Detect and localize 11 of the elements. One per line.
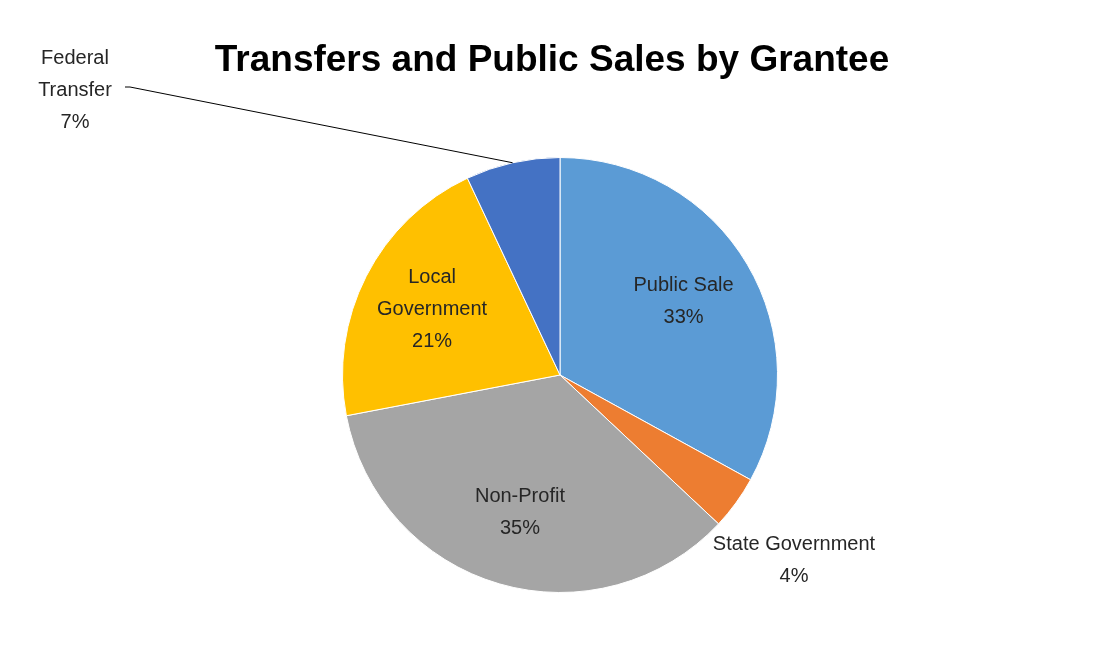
data-label: 7%	[60, 109, 90, 132]
data-label: 4%	[779, 563, 809, 586]
chart-title: Transfers and Public Sales by Grantee	[214, 38, 890, 79]
slice-label: Local Government	[377, 265, 488, 320]
slice-label: Federal Transfer	[38, 45, 113, 100]
data-label: 35%	[499, 516, 541, 539]
slice-label: Public Sale	[633, 273, 734, 296]
data-label: 33%	[663, 305, 704, 328]
slice-label: State Government	[712, 531, 876, 554]
data-label: 21%	[412, 329, 453, 352]
slice-label: Non-Profit	[474, 484, 566, 507]
